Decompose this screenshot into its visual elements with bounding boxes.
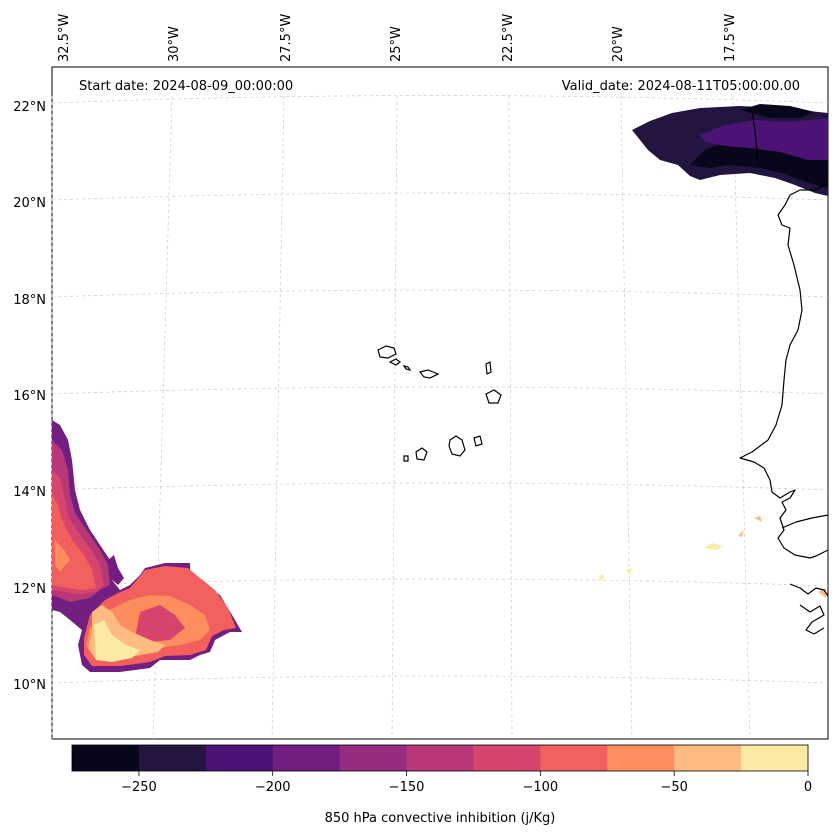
lon-label: 30°W [167, 26, 182, 62]
lat-label: 10°N [13, 678, 46, 693]
lat-label: 22°N [13, 100, 46, 115]
island-sao-vicente [388, 358, 401, 366]
colorbar-tick-label: −100 [523, 780, 559, 795]
longitude-labels: 32.5°W 30°W 27.5°W 25°W 22.5°W 20°W 17.5… [57, 14, 738, 62]
meridian-22-5w [508, 95, 513, 740]
cin-contours-northeast [632, 104, 828, 196]
west-africa-coast [739, 182, 829, 559]
bijagos-coast [799, 604, 825, 635]
colorbar-outline [71, 744, 809, 772]
colorbar-swatch [607, 745, 675, 771]
cin-band-neg225 [700, 118, 828, 160]
colorbar-swatch [406, 745, 474, 771]
colorbar-swatch [741, 745, 809, 771]
parallel-20n [51, 192, 829, 201]
lon-label: 27.5°W [279, 14, 294, 62]
cin-band-neg75-west [55, 540, 70, 572]
patch-3 [754, 516, 762, 522]
cin-contours-small [598, 516, 826, 598]
parallel-18n [51, 289, 829, 298]
coastlines [377, 109, 829, 635]
colorbar-swatch [540, 745, 608, 771]
island-sal [485, 361, 492, 375]
island-santo-antao [377, 345, 397, 359]
colorbar-label: 850 hPa convective inhibition (j/Kg) [325, 811, 556, 826]
lon-label: 25°W [389, 26, 404, 62]
colorbar-swatch [205, 745, 274, 771]
lon-label: 32.5°W [57, 14, 72, 62]
cin-band-neg275-north [740, 104, 815, 118]
valid-date-text: Valid_date: 2024-08-11T05:00:00.00 [562, 79, 800, 94]
cin-contours-southwest [52, 420, 242, 672]
colorbar-tick-label: −250 [121, 780, 157, 795]
meridian-25w [391, 95, 398, 740]
lon-label: 17.5°W [723, 14, 738, 62]
colorbar-tick-label: −200 [255, 780, 291, 795]
lat-label: 20°N [13, 196, 46, 211]
parallel-10n [51, 675, 829, 684]
meridian-20w [620, 95, 633, 740]
colorbar-swatch [473, 745, 541, 771]
patch-1 [704, 543, 722, 550]
latitude-labels: 22°N 20°N 18°N 16°N 14°N 12°N 10°N [13, 100, 46, 693]
lon-label: 20°W [611, 26, 626, 62]
colorbar-tick-label: 0 [804, 780, 812, 795]
colorbar-swatch [138, 745, 207, 771]
patch-5 [626, 568, 632, 575]
cin-band-neg25 [94, 620, 140, 662]
colorbar-tick-label: −50 [660, 780, 687, 795]
start-date-text: Start date: 2024-08-09_00:00:00 [79, 79, 293, 94]
parallel-16n [51, 386, 829, 395]
island-brava [403, 455, 409, 462]
patch-4 [598, 574, 604, 581]
parallel-22n [51, 95, 829, 104]
colorbar-swatch [674, 745, 742, 771]
meridian-17-5w [732, 95, 751, 740]
cin-band-neg125-south [135, 605, 185, 642]
lat-label: 16°N [13, 389, 46, 404]
island-santa-luzia [402, 365, 412, 371]
island-boa-vista [485, 389, 502, 404]
colorbar-swatch [272, 745, 341, 771]
island-sao-nicolau [418, 369, 440, 379]
colorbar-swatch [72, 745, 140, 771]
gambia-river-coast [781, 514, 829, 529]
colorbar: −250 −200 −150 −100 −50 0 850 hPa convective … [71, 744, 812, 826]
colorbar-tick-label: −150 [389, 780, 425, 795]
lat-label: 18°N [13, 293, 46, 308]
island-maio [473, 435, 483, 447]
meridian-27-5w [271, 95, 285, 740]
island-fogo [415, 447, 428, 461]
colorbar-swatch [339, 745, 408, 771]
border-line [751, 109, 759, 166]
patch-2 [738, 530, 744, 537]
parallel-14n [51, 482, 829, 491]
lat-label: 12°N [13, 582, 46, 597]
lat-label: 14°N [13, 485, 46, 500]
guinea-bissau-coast [789, 583, 829, 597]
island-santiago [448, 435, 466, 457]
cin-band-neg200-spur [108, 555, 124, 585]
lon-label: 22.5°W [501, 14, 516, 62]
